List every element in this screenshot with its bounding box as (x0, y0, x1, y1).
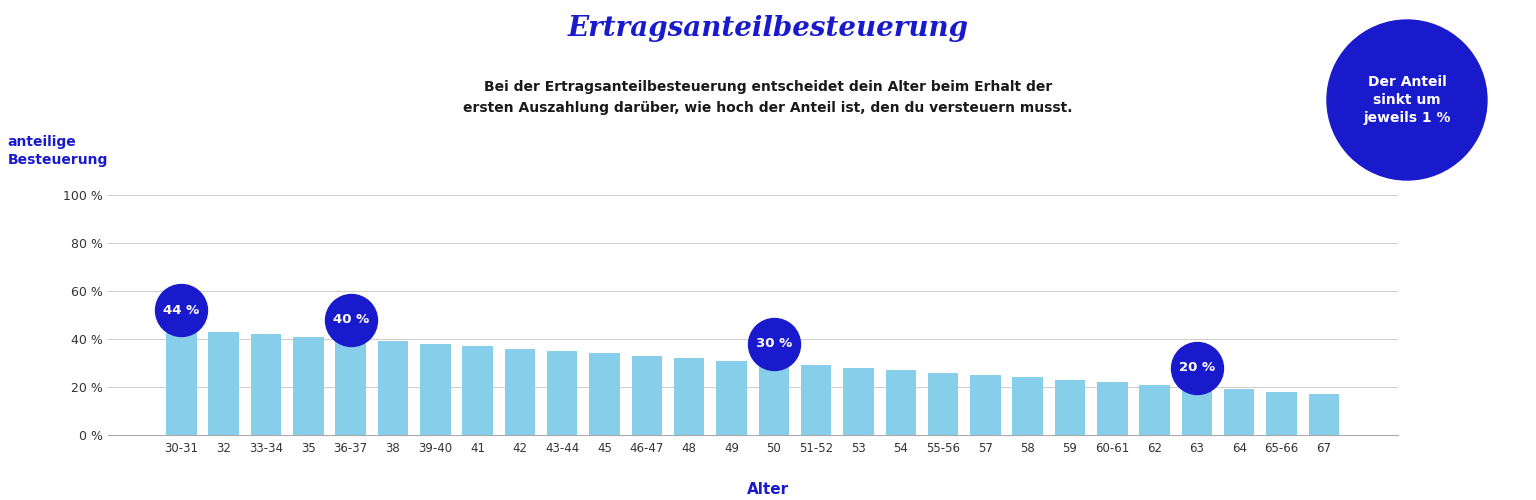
Bar (716, 360, 746, 435)
Point (1184, 364, 1209, 372)
Bar (335, 339, 366, 435)
Text: Alter: Alter (746, 482, 790, 498)
Bar (1055, 380, 1086, 435)
Bar (1181, 387, 1212, 435)
Bar (928, 372, 958, 435)
Bar (759, 363, 790, 435)
Bar (886, 370, 915, 435)
Bar (505, 348, 535, 435)
Text: anteilige
Besteuerung: anteilige Besteuerung (8, 135, 108, 168)
Bar (250, 334, 281, 435)
Bar (674, 358, 705, 435)
Point (169, 306, 194, 314)
Bar (166, 330, 197, 435)
Bar (1224, 390, 1255, 435)
Bar (1266, 392, 1296, 435)
Text: Bei der Ertragsanteilbesteuerung entscheidet dein Alter beim Erhalt der
ersten A: Bei der Ertragsanteilbesteuerung entsche… (464, 80, 1072, 114)
Text: 40 %: 40 % (332, 314, 369, 326)
Bar (419, 344, 450, 435)
Bar (378, 342, 409, 435)
Bar (1309, 394, 1339, 435)
Bar (590, 354, 619, 435)
Bar (631, 356, 662, 435)
Bar (293, 336, 324, 435)
Bar (843, 368, 874, 435)
Text: 30 %: 30 % (756, 338, 793, 350)
Bar (209, 332, 240, 435)
Text: Der Anteil
sinkt um
jeweils 1 %: Der Anteil sinkt um jeweils 1 % (1364, 74, 1450, 126)
Bar (547, 351, 578, 435)
Bar (1140, 384, 1170, 435)
Text: 20 %: 20 % (1178, 362, 1215, 374)
Bar (1012, 378, 1043, 435)
Point (762, 340, 786, 348)
Bar (1097, 382, 1127, 435)
Bar (462, 346, 493, 435)
Bar (800, 366, 831, 435)
Text: 44 %: 44 % (163, 304, 200, 316)
Text: Ertragsanteilbesteuerung: Ertragsanteilbesteuerung (567, 15, 969, 42)
Bar (971, 375, 1000, 435)
Point (338, 316, 362, 324)
